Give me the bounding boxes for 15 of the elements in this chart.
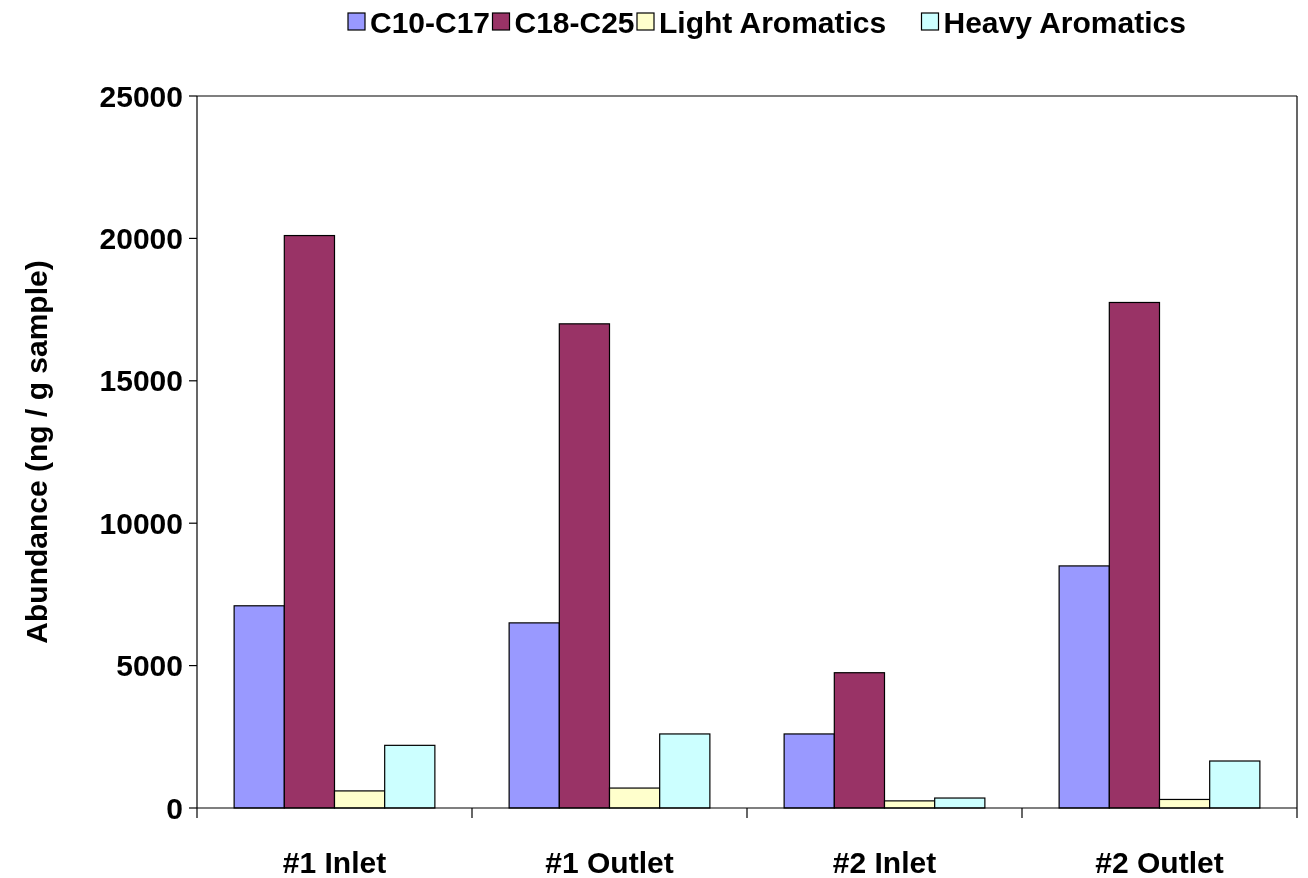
legend-label: C10-C17 xyxy=(370,5,491,39)
y-tick-label: 0 xyxy=(166,791,183,825)
y-tick-label: 15000 xyxy=(99,364,183,398)
legend-label: Heavy Aromatics xyxy=(943,5,1186,39)
legend-label: Light Aromatics xyxy=(659,5,887,39)
x-tick-label: #2 Inlet xyxy=(832,845,937,878)
x-tick-label: #1 Inlet xyxy=(282,845,387,878)
y-tick-label: 25000 xyxy=(99,79,183,113)
x-tick-label: #2 Outlet xyxy=(1095,845,1224,878)
y-tick-label: 20000 xyxy=(99,221,183,255)
x-tick-label: #1 Outlet xyxy=(545,845,674,878)
legend-label: C18-C25 xyxy=(514,5,635,39)
y-tick-label: 5000 xyxy=(116,649,183,683)
y-axis-title: Abundance (ng / g sample) xyxy=(19,260,53,644)
y-tick-label: 10000 xyxy=(99,506,183,540)
